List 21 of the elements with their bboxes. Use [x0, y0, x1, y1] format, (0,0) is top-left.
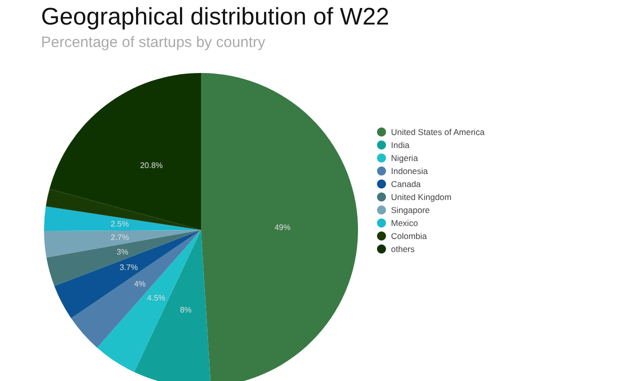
data-label: 4% [134, 279, 146, 288]
legend-label: Nigeria [391, 153, 418, 163]
data-label: 3.7% [120, 263, 138, 272]
legend-label: United Kingdom [391, 192, 452, 202]
legend-label: Singapore [391, 205, 430, 215]
data-label: 20.8% [140, 160, 163, 170]
legend-label: others [391, 244, 415, 254]
legend-label: India [391, 140, 410, 150]
chart-title: Geographical distribution of W22 [41, 4, 390, 30]
legend-label: United States of America [391, 127, 485, 137]
legend-label: Mexico [391, 218, 418, 228]
data-label: 2.5% [110, 220, 129, 229]
data-label: 49% [274, 222, 290, 232]
chart-subtitle: Percentage of startups by country [41, 34, 266, 51]
data-label: 8% [180, 306, 192, 315]
legend-label: Colombia [391, 231, 428, 241]
legend-label: Canada [391, 179, 422, 189]
data-label: 2.7% [110, 232, 129, 242]
legend-label: Indonesia [391, 166, 428, 176]
data-label: 4.5% [147, 294, 166, 303]
data-label: 3% [116, 247, 128, 256]
